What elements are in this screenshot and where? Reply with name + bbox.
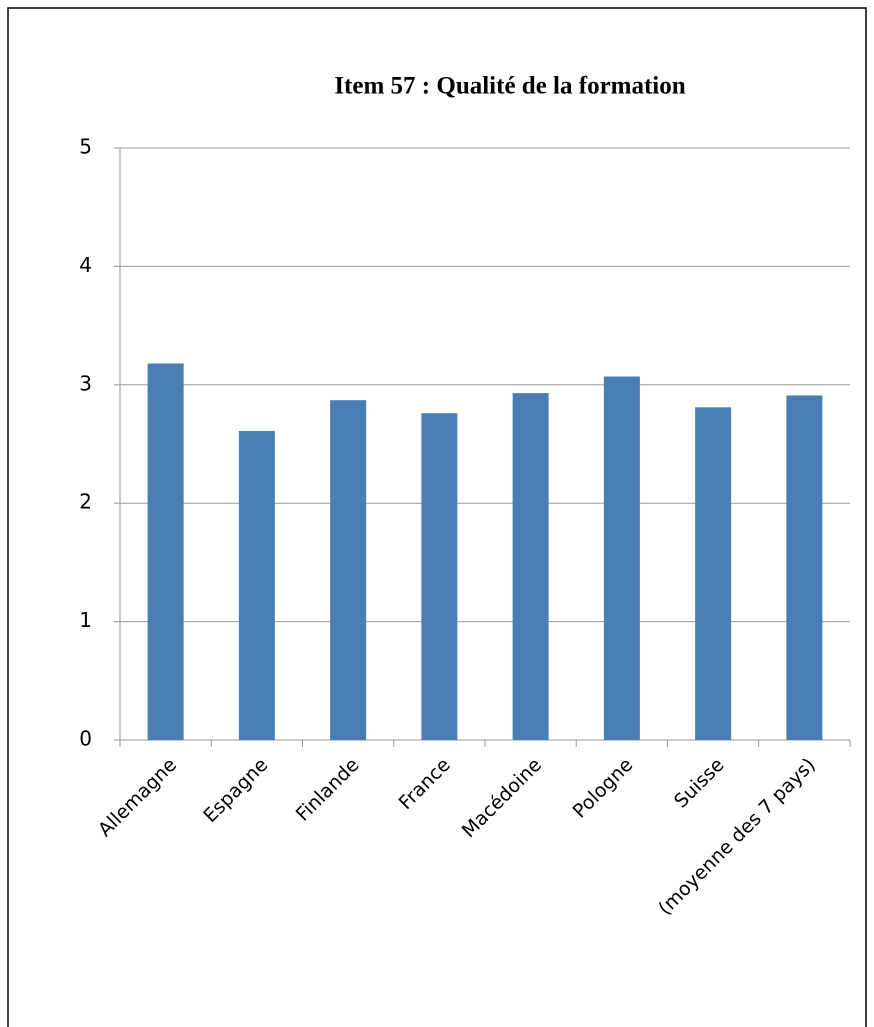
y-tick-label: 3: [79, 371, 92, 395]
y-tick-label: 4: [79, 253, 92, 277]
bar: [603, 376, 640, 740]
bar: [238, 430, 275, 740]
bar: [786, 395, 823, 740]
bar: [512, 393, 549, 740]
bar: [421, 413, 458, 740]
y-tick-label: 1: [79, 608, 92, 632]
frame: [7, 7, 867, 1027]
x-tick-label: Espagne: [199, 754, 272, 827]
x-tick-label: Finlande: [292, 754, 364, 826]
x-tick-label: Allemagne: [94, 754, 181, 841]
x-tick-label: Pologne: [569, 754, 638, 823]
y-tick-label: 2: [79, 490, 92, 514]
bar: [147, 363, 184, 740]
bar: [695, 407, 732, 740]
chart-title: Item 57 : Qualité de la formation: [334, 73, 685, 100]
x-tick-label: (moyenne des 7 pays): [654, 754, 820, 920]
x-tick-label: France: [395, 754, 455, 814]
y-tick-label: 0: [79, 727, 92, 751]
y-tick-label: 5: [79, 135, 92, 159]
x-tick-label: Suisse: [670, 754, 729, 813]
x-tick-label: Macédoine: [458, 754, 546, 842]
bar: [330, 400, 367, 740]
